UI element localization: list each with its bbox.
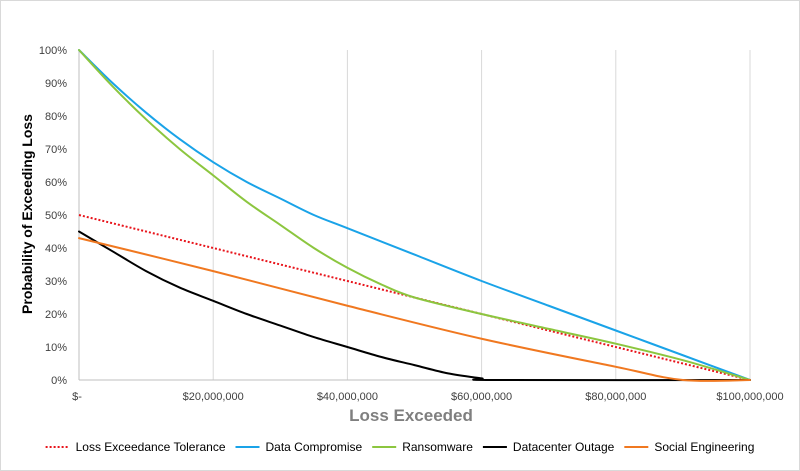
y-tick-label: 70% bbox=[45, 144, 67, 156]
legend-label: Loss Exceedance Tolerance bbox=[76, 440, 226, 454]
legend-item-data-compromise: Data Compromise bbox=[235, 440, 363, 454]
y-tick-label: 30% bbox=[45, 276, 67, 288]
legend: Loss Exceedance Tolerance Data Compromise… bbox=[45, 440, 754, 454]
series-layer bbox=[78, 49, 751, 382]
y-tick-label: 60% bbox=[45, 177, 67, 189]
x-tick-label: $60,000,000 bbox=[451, 391, 512, 403]
legend-item-loss-exceedance-tolerance: Loss Exceedance Tolerance bbox=[45, 440, 226, 454]
legend-item-ransomware: Ransomware bbox=[372, 440, 473, 454]
y-tick-label: 20% bbox=[45, 309, 67, 321]
x-tick-label: $80,000,000 bbox=[585, 391, 646, 403]
series-line-social-engineering bbox=[78, 237, 751, 382]
legend-label: Data Compromise bbox=[266, 440, 363, 454]
x-axis-title: Loss Exceeded bbox=[349, 406, 473, 425]
y-tick-label: 50% bbox=[45, 210, 67, 222]
x-tick-label: $40,000,000 bbox=[317, 391, 378, 403]
y-tick-label: 10% bbox=[45, 342, 67, 354]
grid-layer bbox=[212, 50, 751, 380]
y-tick-label: 100% bbox=[39, 45, 67, 57]
x-tick-label: $100,000,000 bbox=[716, 391, 783, 403]
y-tick-label: 40% bbox=[45, 243, 67, 255]
series-line-ransomware bbox=[78, 49, 751, 381]
series-line-data-compromise bbox=[78, 49, 751, 381]
x-tick-label: $20,000,000 bbox=[183, 391, 244, 403]
legend-label: Datacenter Outage bbox=[513, 440, 615, 454]
legend-label: Ransomware bbox=[402, 440, 473, 454]
series-line-datacenter-outage bbox=[78, 230, 751, 382]
y-tick-label: 80% bbox=[45, 111, 67, 123]
legend-item-social-engineering: Social Engineering bbox=[624, 440, 754, 454]
y-tick-label: 90% bbox=[45, 78, 67, 90]
axis-layer bbox=[78, 50, 750, 381]
y-axis-title: Probability of Exceeding Loss bbox=[19, 114, 35, 314]
legend-label: Social Engineering bbox=[654, 440, 754, 454]
y-tick-label: 0% bbox=[51, 375, 67, 387]
legend-item-datacenter-outage: Datacenter Outage bbox=[482, 440, 615, 454]
x-tick-label: $- bbox=[72, 391, 82, 403]
tick-layer: 0% 10% 20% 30% 40% 50% 60% 70% 80% 90% 100% $- $20,0… bbox=[39, 45, 784, 403]
